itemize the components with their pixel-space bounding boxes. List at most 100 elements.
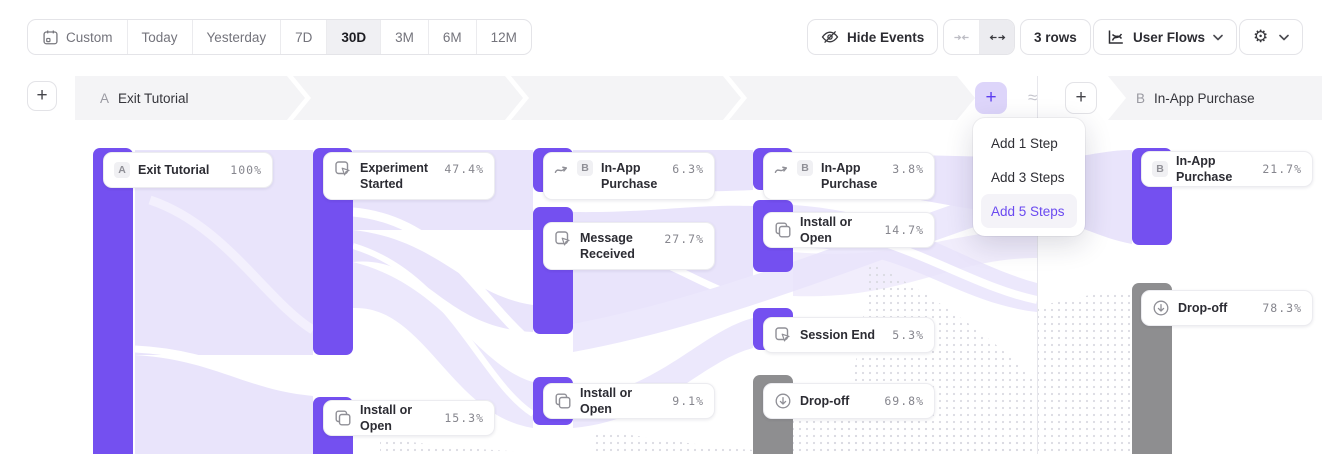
cohort-b-badge: B — [797, 160, 813, 176]
date-range-12m[interactable]: 12M — [475, 20, 531, 54]
flow-b-badge: B — [1136, 90, 1146, 106]
rows-button[interactable]: 3 rows — [1020, 19, 1091, 55]
node-title: In-App Purchase — [1176, 153, 1233, 184]
node-title: Session End — [800, 327, 876, 342]
node-percent: 3.8% — [892, 162, 924, 176]
node-title: Drop-off — [800, 393, 850, 408]
node-percent: 100% — [230, 163, 262, 177]
flow-node-session-end[interactable]: Session End 5.3% — [763, 317, 935, 353]
install-icon — [775, 222, 791, 238]
drop-off-icon — [1153, 300, 1169, 316]
flow-a-segment-2[interactable] — [293, 76, 523, 120]
date-range-6m[interactable]: 6M — [427, 20, 476, 54]
gear-icon: ⚙ — [1253, 26, 1269, 47]
date-range-3m[interactable]: 3M — [380, 20, 428, 54]
install-icon — [555, 393, 571, 409]
node-percent: 5.3% — [892, 328, 924, 342]
node-title: Drop-off — [1178, 300, 1228, 315]
chevron-down-icon — [1213, 34, 1223, 40]
date-range-group: Custom Today Yesterday 7D 30D 3M 6M 12M — [27, 19, 532, 55]
date-range-7d[interactable]: 7D — [280, 20, 326, 54]
flow-bar-exit-tutorial[interactable] — [93, 148, 133, 454]
add-step-button[interactable]: + — [975, 82, 1007, 114]
date-range-yesterday[interactable]: Yesterday — [191, 20, 281, 54]
node-title: Message Received — [580, 231, 635, 262]
menu-item-add-1-step[interactable]: Add 1 Step — [991, 135, 1058, 151]
flow-a-segment-1[interactable]: A Exit Tutorial — [75, 76, 305, 120]
collapse-flows-button[interactable] — [944, 20, 979, 54]
flow-a-title: Exit Tutorial — [118, 90, 189, 106]
calendar-icon — [43, 30, 58, 44]
event-icon — [555, 231, 570, 246]
flow-b-title: In-App Purchase — [1154, 90, 1255, 106]
add-flow-button[interactable]: + — [27, 81, 57, 111]
date-range-custom[interactable]: Custom — [28, 20, 127, 54]
flow-a-segment-3[interactable] — [511, 76, 741, 120]
node-percent: 9.1% — [672, 394, 704, 408]
node-title: Exit Tutorial — [138, 162, 210, 177]
node-title: In-App Purchase — [601, 161, 658, 192]
flow-a-segment-4[interactable] — [729, 76, 975, 120]
flow-b-segment[interactable]: B In-App Purchase — [1108, 76, 1322, 120]
view-selector[interactable]: User Flows — [1093, 19, 1238, 55]
flow-arrow-icon — [554, 166, 568, 174]
flow-node-in-app-purchase-1[interactable]: B In-App Purchase 6.3% — [543, 152, 715, 200]
flows-divider — [1037, 76, 1038, 454]
flow-node-install-or-open-2[interactable]: Install or Open 9.1% — [543, 383, 715, 419]
flow-node-in-app-purchase-2[interactable]: B In-App Purchase 3.8% — [763, 152, 935, 200]
menu-item-add-3-steps[interactable]: Add 3 Steps — [991, 169, 1065, 185]
flow-node-install-or-open-3[interactable]: Install or Open 14.7% — [763, 212, 935, 248]
node-percent: 6.3% — [672, 162, 704, 176]
toolbar: Custom Today Yesterday 7D 30D 3M 6M 12M … — [0, 0, 1336, 70]
flow-node-experiment-started[interactable]: Experiment Started 47.4% — [323, 152, 495, 200]
node-percent: 14.7% — [884, 223, 924, 237]
hide-events-label: Hide Events — [847, 29, 925, 45]
add-step-b-button[interactable]: + — [1065, 82, 1097, 114]
date-range-30d[interactable]: 30D — [326, 20, 381, 54]
install-icon — [335, 410, 351, 426]
node-percent: 69.8% — [884, 394, 924, 408]
view-label: User Flows — [1133, 29, 1206, 45]
flow-node-drop-off-1[interactable]: Drop-off 69.8% — [763, 383, 935, 419]
cohort-a-badge: A — [114, 162, 130, 178]
chevron-down-icon — [1279, 34, 1290, 40]
collapse-icon — [954, 34, 969, 40]
collapse-expand-group — [943, 19, 1015, 55]
flow-a-header: A Exit Tutorial — [75, 76, 305, 120]
node-percent: 78.3% — [1262, 301, 1302, 315]
settings-button[interactable]: ⚙ — [1239, 19, 1304, 55]
eye-off-icon — [821, 30, 839, 44]
hide-events-button[interactable]: Hide Events — [807, 19, 939, 55]
flow-arrow-icon — [774, 166, 788, 174]
cohort-b-badge: B — [577, 160, 593, 176]
expand-flows-button[interactable] — [979, 20, 1014, 54]
node-title: Experiment Started — [360, 161, 429, 192]
user-flows-icon — [1108, 30, 1123, 44]
menu-item-add-5-steps[interactable]: Add 5 Steps — [981, 194, 1077, 228]
event-icon — [775, 327, 790, 342]
node-percent: 15.3% — [444, 411, 484, 425]
add-step-menu: Add 1 Step Add 3 Steps Add 5 Steps — [973, 118, 1085, 236]
node-percent: 27.7% — [664, 232, 704, 246]
approx-symbol: ≈ — [1028, 88, 1038, 107]
node-title: Install or Open — [360, 402, 413, 433]
date-range-today[interactable]: Today — [126, 20, 192, 54]
node-percent: 47.4% — [444, 162, 484, 176]
flow-node-in-app-purchase-b[interactable]: B In-App Purchase 21.7% — [1141, 151, 1313, 187]
expand-icon — [989, 34, 1005, 40]
node-title: Install or Open — [580, 385, 633, 416]
node-title: In-App Purchase — [821, 161, 878, 192]
flow-b-header: B In-App Purchase — [1108, 76, 1322, 120]
node-title: Install or Open — [800, 214, 853, 245]
event-icon — [335, 161, 350, 176]
flow-node-exit-tutorial[interactable]: A Exit Tutorial 100% — [103, 152, 273, 188]
date-range-label: Custom — [66, 29, 113, 45]
cohort-b-badge: B — [1152, 161, 1168, 177]
flow-node-drop-off-b[interactable]: Drop-off 78.3% — [1141, 290, 1313, 326]
flow-node-install-or-open-1[interactable]: Install or Open 15.3% — [323, 400, 495, 436]
node-percent: 21.7% — [1262, 162, 1302, 176]
flow-a-badge: A — [100, 90, 110, 106]
flow-node-message-received[interactable]: Message Received 27.7% — [543, 222, 715, 270]
rows-label: 3 rows — [1034, 29, 1077, 45]
